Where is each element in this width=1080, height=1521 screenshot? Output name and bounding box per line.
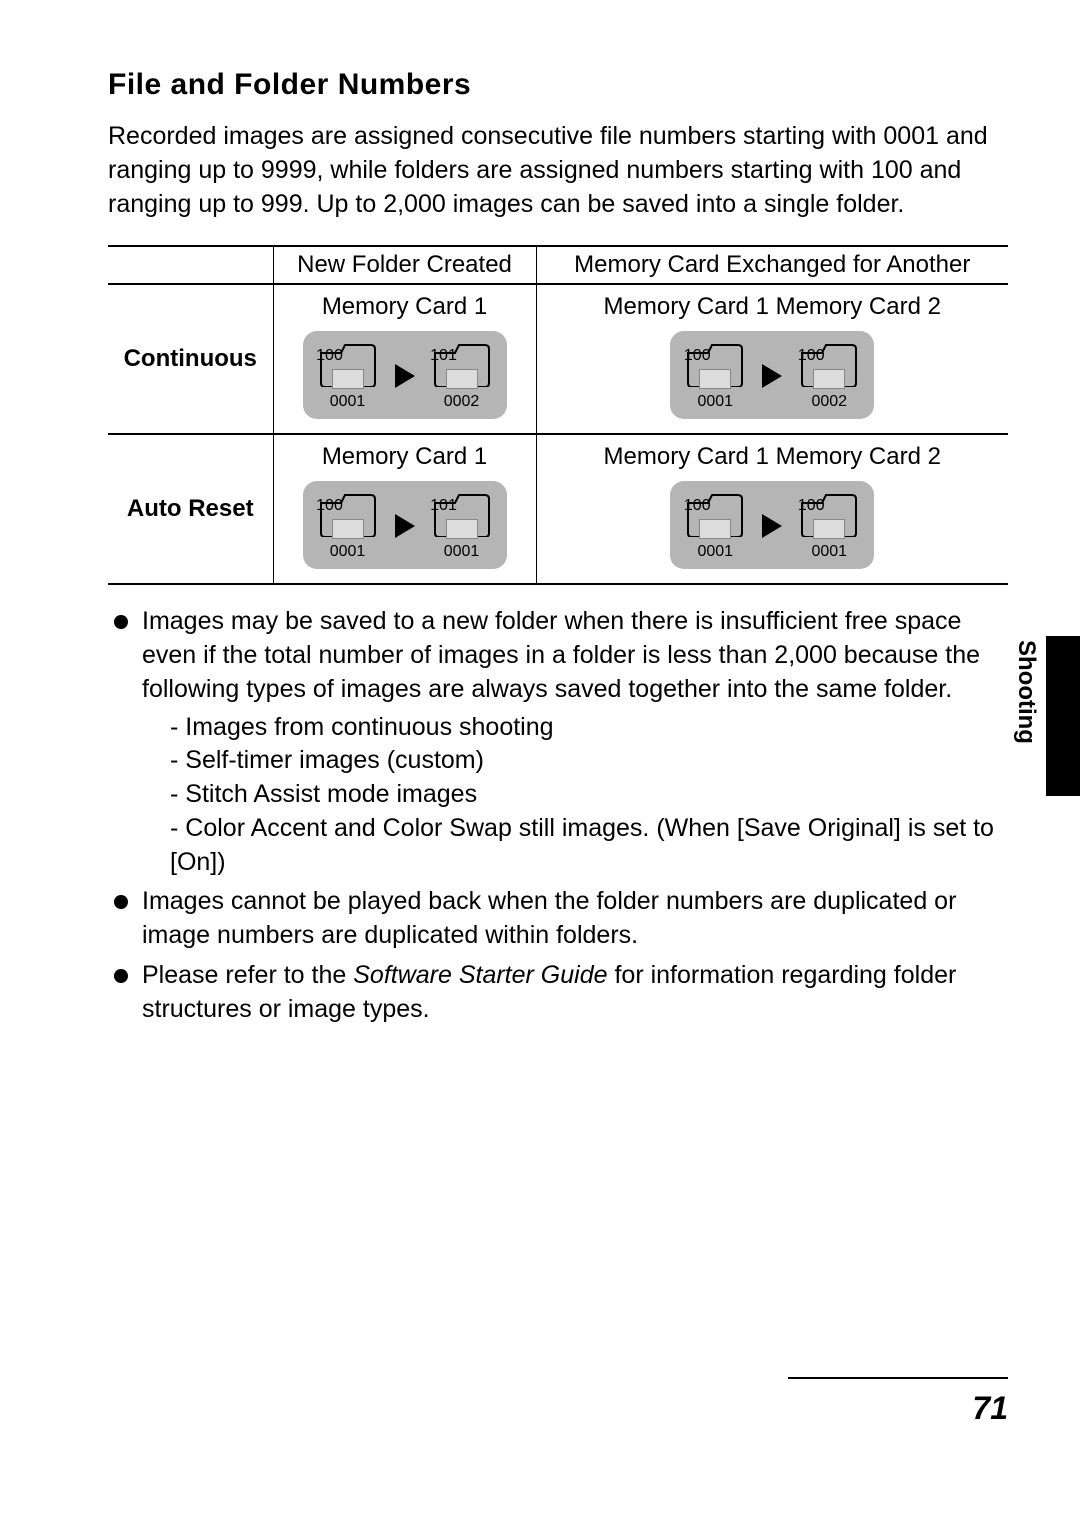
- file-number: 0001: [330, 393, 366, 411]
- image-icon: [813, 369, 845, 389]
- intro-paragraph: Recorded images are assigned consecutive…: [108, 120, 1008, 221]
- note-item: Images cannot be played back when the fo…: [108, 885, 1008, 953]
- table-corner: [108, 246, 273, 284]
- file-number: 0002: [811, 393, 847, 411]
- file-number: 0001: [811, 543, 847, 561]
- notes-list: Images may be saved to a new folder when…: [108, 605, 1008, 1026]
- file-number: 0001: [330, 543, 366, 561]
- play-arrow-icon: [762, 364, 782, 388]
- row-header-continuous: Continuous: [108, 284, 273, 434]
- folder-icon: 101 0001: [431, 491, 493, 561]
- image-icon: [699, 369, 731, 389]
- section-title: File and Folder Numbers: [108, 68, 1008, 102]
- folder-icon: 100 0001: [317, 491, 379, 561]
- note-subitem: Self-timer images (custom): [170, 744, 1008, 778]
- folder-icon: 100 0001: [317, 341, 379, 411]
- side-tab: [1046, 636, 1080, 796]
- mem-label: Memory Card 1: [280, 293, 530, 321]
- image-icon: [332, 519, 364, 539]
- note-subitem: Images from continuous shooting: [170, 711, 1008, 745]
- play-arrow-icon: [395, 514, 415, 538]
- file-number: 0001: [697, 543, 733, 561]
- side-section-label: Shooting: [1012, 640, 1040, 744]
- note-subitem: Color Accent and Color Swap still images…: [170, 812, 1008, 880]
- note-text-pre: Please refer to the: [142, 961, 353, 989]
- col-header-new-folder: New Folder Created: [273, 246, 536, 284]
- folder-icon: 100 0001: [684, 491, 746, 561]
- folder-icon: 100 0001: [798, 491, 860, 561]
- mem-label: Memory Card 1 Memory Card 2: [543, 293, 1002, 321]
- image-icon: [332, 369, 364, 389]
- image-icon: [446, 519, 478, 539]
- play-arrow-icon: [762, 514, 782, 538]
- mem-label: Memory Card 1: [280, 443, 530, 471]
- folder-icon: 100 0001: [684, 341, 746, 411]
- cell-continuous-newfolder: Memory Card 1 100 0001 101 0002: [273, 284, 536, 434]
- file-number: 0001: [697, 393, 733, 411]
- card-group: 100 0001 101 0002: [303, 331, 507, 419]
- footer-rule: [788, 1377, 1008, 1379]
- note-subitem: Stitch Assist mode images: [170, 778, 1008, 812]
- mem-label: Memory Card 1 Memory Card 2: [543, 443, 1002, 471]
- guide-title: Software Starter Guide: [353, 961, 607, 989]
- cell-autoreset-exchanged: Memory Card 1 Memory Card 2 100 0001 100…: [536, 434, 1008, 584]
- cell-autoreset-newfolder: Memory Card 1 100 0001 101 0001: [273, 434, 536, 584]
- note-item: Images may be saved to a new folder when…: [108, 605, 1008, 879]
- play-arrow-icon: [395, 364, 415, 388]
- row-header-autoreset: Auto Reset: [108, 434, 273, 584]
- image-icon: [813, 519, 845, 539]
- folder-icon: 100 0002: [798, 341, 860, 411]
- card-group: 100 0001 100 0002: [670, 331, 874, 419]
- file-number: 0002: [444, 393, 480, 411]
- note-item: Please refer to the Software Starter Gui…: [108, 959, 1008, 1027]
- image-icon: [699, 519, 731, 539]
- note-sublist: Images from continuous shooting Self-tim…: [142, 711, 1008, 880]
- page-number: 71: [972, 1390, 1008, 1427]
- card-group: 100 0001 101 0001: [303, 481, 507, 569]
- folder-icon: 101 0002: [431, 341, 493, 411]
- file-number: 0001: [444, 543, 480, 561]
- col-header-mem-exchanged: Memory Card Exchanged for Another: [536, 246, 1008, 284]
- card-group: 100 0001 100 0001: [670, 481, 874, 569]
- image-icon: [446, 369, 478, 389]
- note-text: Images may be saved to a new folder when…: [142, 607, 980, 703]
- cell-continuous-exchanged: Memory Card 1 Memory Card 2 100 0001 100…: [536, 284, 1008, 434]
- file-folder-table: New Folder Created Memory Card Exchanged…: [108, 245, 1008, 585]
